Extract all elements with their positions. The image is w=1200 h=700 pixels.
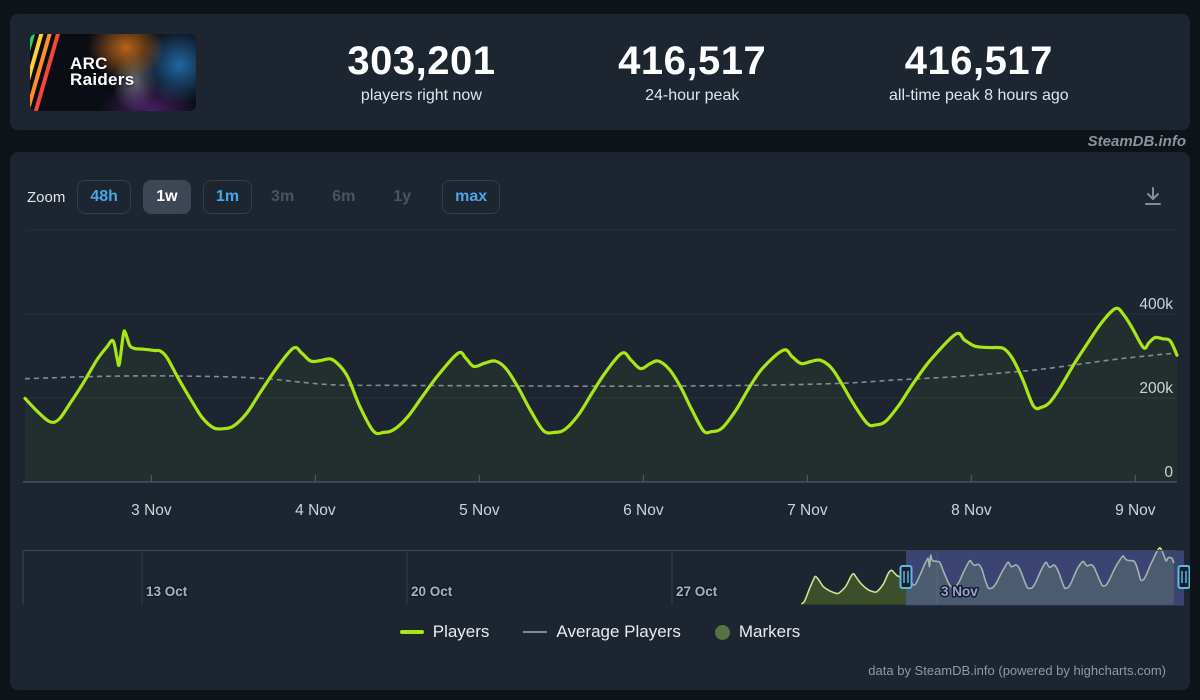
- zoom-range-48h[interactable]: 48h: [77, 180, 131, 214]
- 24h-peak-value: 416,517: [618, 39, 767, 83]
- x-axis-label: 6 Nov: [623, 502, 664, 519]
- zoom-range-1m[interactable]: 1m: [202, 180, 253, 214]
- stat-24h-peak: 416,517 24-hour peak: [618, 39, 766, 105]
- average-players-line: [24, 352, 1178, 388]
- legend-label: Players: [432, 622, 490, 641]
- x-axis-label: 8 Nov: [951, 502, 992, 519]
- zoom-toolbar: Zoom 48h 1w 1m 3m 6m 1y max: [27, 180, 512, 214]
- stat-current-players: 303,201 players right now: [347, 39, 495, 105]
- x-axis-label: 7 Nov: [787, 502, 828, 519]
- stat-alltime-peak: 416,517 all-time peak 8 hours ago: [889, 39, 1069, 105]
- navigator-label: 13 Oct: [146, 584, 188, 599]
- zoom-range-max[interactable]: max: [442, 180, 501, 214]
- zoom-range-buttons: 48h 1w 1m 3m 6m 1y max: [77, 180, 512, 214]
- chart-panel: 3 Nov 4 Nov 5 Nov 6 Nov 7 Nov 8 Nov 9 Nov 0 200k…: [10, 152, 1190, 690]
- legend-item-players[interactable]: Players: [399, 622, 490, 642]
- navigator-line: [800, 547, 1175, 605]
- navigator-area-fill: [801, 547, 1174, 605]
- player-chart[interactable]: 3 Nov 4 Nov 5 Nov 6 Nov 7 Nov 8 Nov 9 Nov 0 200k…: [10, 152, 1190, 690]
- alltime-peak-value: 416,517: [904, 39, 1053, 83]
- alltime-peak-label: all-time peak 8 hours ago: [888, 87, 1069, 104]
- legend-label: Markers: [738, 622, 801, 641]
- navigator-handle-right[interactable]: [1177, 565, 1190, 589]
- navigator-label: 20 Oct: [411, 584, 453, 599]
- players-area-fill: [25, 308, 1177, 482]
- legend-item-average-players[interactable]: Average Players: [523, 622, 681, 642]
- navigator-selected-range[interactable]: [906, 550, 1184, 606]
- x-axis-label: 9 Nov: [1115, 502, 1156, 519]
- navigator-handle-left[interactable]: [899, 565, 913, 589]
- legend-label: Average Players: [556, 622, 681, 641]
- zoom-range-1w[interactable]: 1w: [142, 180, 191, 214]
- x-axis-label: 3 Nov: [131, 502, 172, 519]
- legend-swatch: [523, 631, 548, 633]
- legend-swatch: [714, 624, 730, 640]
- navigator-label: 27 Oct: [676, 584, 718, 599]
- x-axis-label: 5 Nov: [459, 502, 500, 519]
- y-axis-label: 0: [1164, 464, 1173, 481]
- navigator[interactable]: 13 Oct 20 Oct 27 Oct 3 Nov: [22, 547, 1190, 606]
- capsule-rainbow-stripes: [30, 33, 61, 111]
- game-title: ARC Raiders: [70, 54, 135, 89]
- players-line: [23, 306, 1179, 436]
- zoom-range-3m: 3m: [264, 180, 301, 214]
- zoom-range-1y: 1y: [386, 180, 418, 214]
- y-axis-label: 200k: [1139, 380, 1173, 397]
- chart-legend: Players Average Players Markers: [10, 622, 1190, 642]
- stats-row: 303,201 players right now 416,517 24-hou…: [196, 39, 1190, 105]
- x-axis-label: 4 Nov: [295, 502, 336, 519]
- current-players-label: players right now: [360, 87, 482, 104]
- game-capsule[interactable]: ARC Raiders: [30, 33, 196, 111]
- steamdb-watermark: SteamDB.info: [1087, 133, 1186, 150]
- zoom-label: Zoom: [27, 188, 66, 206]
- highcharts-credits: data by SteamDB.info (powered by highcha…: [868, 663, 1166, 678]
- stripe: [30, 33, 53, 111]
- download-icon[interactable]: [1140, 184, 1166, 210]
- zoom-range-6m: 6m: [325, 180, 362, 214]
- navigator-label: 3 Nov: [941, 584, 978, 599]
- y-axis-label: 400k: [1139, 296, 1173, 313]
- 24h-peak-label: 24-hour peak: [645, 87, 740, 104]
- header-panel: ARC Raiders 303,201 players right now 41…: [10, 14, 1190, 130]
- current-players-value: 303,201: [347, 39, 496, 83]
- legend-item-markers[interactable]: Markers: [714, 622, 801, 642]
- legend-swatch: [399, 630, 424, 634]
